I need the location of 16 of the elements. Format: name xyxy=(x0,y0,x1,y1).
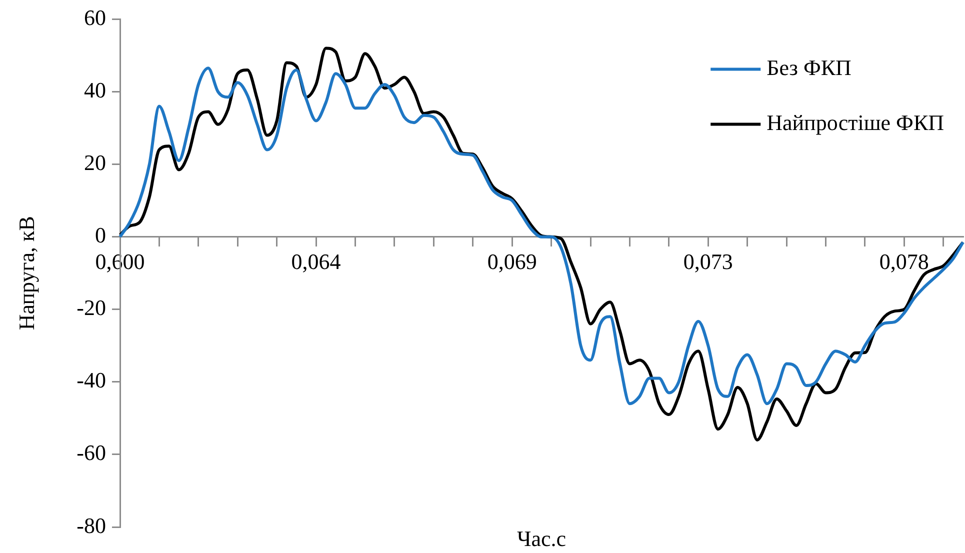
legend-label: Без ФКП xyxy=(766,54,852,80)
y-tick-label: 0 xyxy=(95,222,106,248)
y-tick-label: -20 xyxy=(76,295,106,320)
x-tick-label: 0,064 xyxy=(291,248,341,274)
y-tick-label: 60 xyxy=(84,4,106,30)
x-tick-label: 0,073 xyxy=(683,248,733,274)
y-axis-title: Напруга, кВ xyxy=(14,216,39,330)
x-tick-label: 0,078 xyxy=(879,248,929,274)
y-tick-label: 20 xyxy=(84,150,106,176)
x-axis-title: Час.с xyxy=(516,526,566,551)
y-tick-label: -80 xyxy=(76,512,106,538)
y-tick-label: -40 xyxy=(76,368,106,393)
legend-label: Найпростіше ФКП xyxy=(766,110,944,135)
y-tick-label: -60 xyxy=(76,440,106,466)
y-tick-label: 40 xyxy=(84,78,106,103)
x-tick-label: 0,069 xyxy=(487,248,537,274)
